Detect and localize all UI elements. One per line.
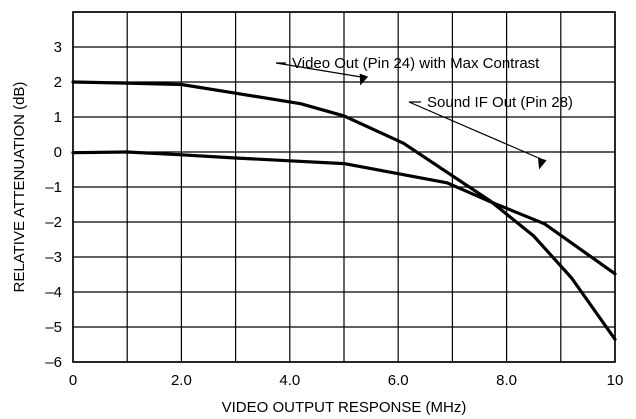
y-tick-label: 3 [54,39,62,56]
annotation-video-out: Video Out (Pin 24) with Max Contrast [292,55,540,72]
x-tick-label: 4.0 [279,372,300,389]
y-tick-label: –5 [45,319,62,336]
annotation-leaders [275,62,547,170]
annotation-sound-if: Sound IF Out (Pin 28) [427,94,573,111]
y-tick-label: –3 [45,249,62,266]
y-tick-label: –1 [45,179,62,196]
y-tick-label: –6 [45,354,62,371]
y-tick-label: –4 [45,284,62,301]
x-tick-label: 2.0 [171,372,192,389]
series-layer [71,80,617,341]
x-tick-label: 0 [69,372,77,389]
y-tick-label: 1 [54,109,62,126]
y-axis-title: RELATIVE ATTENUATION (dB) [11,82,28,293]
series-line-1 [71,150,617,276]
x-axis-title: VIDEO OUTPUT RESPONSE (MHz) [222,399,467,416]
series-line-0 [71,80,617,341]
arrowhead-video-out [359,73,369,86]
leader-sound-if [408,101,543,161]
arrowhead-sound-if [537,157,547,170]
x-tick-label: 8.0 [496,372,517,389]
y-tick-label: 2 [54,74,62,91]
y-tick-label: –2 [45,214,62,231]
leader-video-out [275,62,365,79]
x-tick-label: 10 [607,372,624,389]
plot-frame [72,11,616,363]
y-tick-label: 0 [54,144,62,161]
x-tick-label: 6.0 [388,372,409,389]
